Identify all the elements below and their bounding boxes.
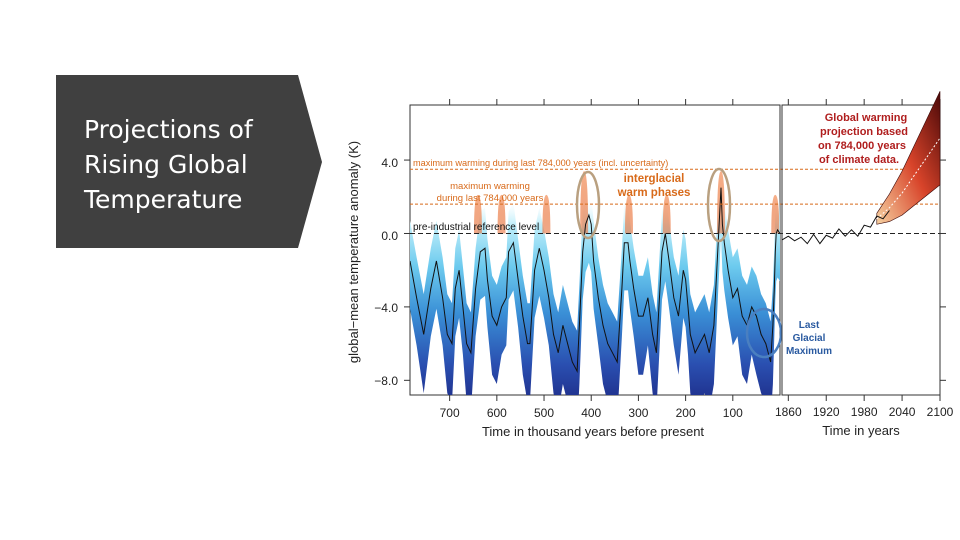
paleo-temperature-line [410, 187, 780, 373]
modern-x-tick-label-4: 2100 [927, 405, 954, 419]
observed-temperature-line [781, 210, 890, 245]
paleo-tick-group: 700 600 500 400 300 200 100 [440, 99, 743, 420]
lgm-label-line-2: Glacial [793, 333, 826, 344]
interglacial-highlight-right [706, 167, 732, 243]
paleo-x-tick-label-3: 400 [581, 406, 601, 420]
paleo-x-tick-label-0: 700 [440, 406, 460, 420]
lgm-highlight [745, 307, 783, 359]
modern-x-tick-label-3: 2040 [889, 405, 916, 419]
modern-x-tick-label-0: 1860 [775, 405, 802, 419]
modern-tick-group: 1860 1920 1980 2040 2100 [775, 99, 954, 419]
projection-label-line-2: projection based [820, 126, 908, 138]
paleo-x-tick-label-4: 300 [628, 406, 648, 420]
max-warming-annotation: maximum warming during last 784,000 year… [413, 158, 668, 168]
interglacial-peak-1 [497, 194, 506, 234]
projection-label-line-4: of climate data. [819, 154, 899, 166]
paleo-x-axis-label: Time in thousand years before present [482, 424, 704, 439]
max-warming-label-line-2: during last 784,000 years [437, 193, 544, 204]
interglacial-highlight-left [575, 170, 601, 240]
modern-x-tick-label-1: 1920 [813, 405, 840, 419]
projection-line [876, 137, 941, 220]
interglacial-peak-5 [662, 194, 671, 234]
slide-title: Projections of Rising Global Temperature [84, 112, 304, 217]
y-tick-label-4: 4.0 [381, 156, 398, 170]
paleo-x-tick-label-2: 500 [534, 406, 554, 420]
paleo-x-tick-label-5: 200 [676, 406, 696, 420]
interglacial-peak-6 [717, 171, 726, 234]
lgm-label-line-3: Maximum [786, 346, 832, 357]
interglacial-label-line-1: interglacial [624, 173, 685, 185]
modern-x-axis-label: Time in years [822, 423, 900, 438]
paleo-x-tick-label-1: 600 [487, 406, 507, 420]
preindustrial-annotation: pre-industrial reference level [413, 222, 539, 233]
y-tick-label-minus8: −8.0 [374, 374, 398, 388]
interglacial-peak-3 [580, 171, 589, 234]
interglacial-peak-4 [624, 194, 633, 234]
paleo-uncertainty-band [410, 196, 780, 395]
y-axis-label: global−mean temperature anomaly (K) [346, 141, 361, 363]
y-tick-label-minus4: −4.0 [374, 301, 398, 315]
interglacial-label-line-2: warm phases [617, 187, 691, 199]
paleo-x-tick-label-6: 100 [723, 406, 743, 420]
lgm-label-line-1: Last [799, 320, 820, 331]
interglacial-peak-2 [542, 194, 551, 234]
projection-band [876, 91, 941, 225]
projection-label-line-1: Global warming [825, 112, 908, 124]
slide-title-line-3: Temperature [84, 185, 243, 214]
title-arrow-shape [56, 75, 322, 248]
modern-x-tick-label-2: 1980 [851, 405, 878, 419]
slide-title-line-2: Rising Global [84, 150, 248, 179]
max-warming-label-line-1: maximum warming [450, 181, 530, 192]
y-tick-label-0: 0.0 [381, 229, 398, 243]
slide-title-line-1: Projections of [84, 115, 253, 144]
projection-label-line-3: on 784,000 years [818, 140, 906, 152]
modern-plot-frame [781, 104, 941, 396]
